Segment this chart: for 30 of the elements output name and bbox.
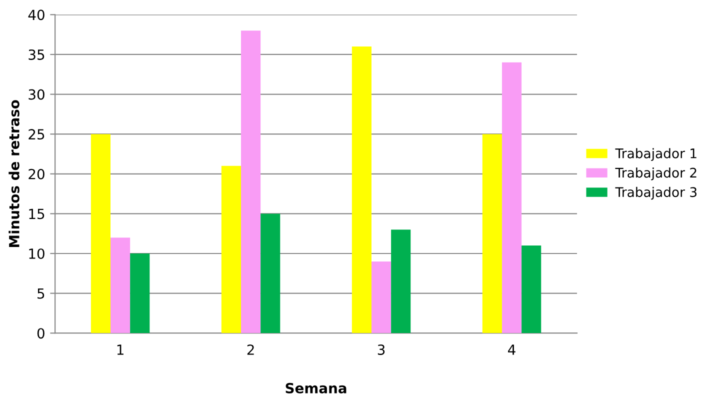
legend-label: Trabajador 3 — [615, 186, 697, 200]
bar — [371, 261, 392, 334]
y-tick-label: 25 — [28, 129, 44, 140]
y-tick-label: 10 — [29, 248, 44, 259]
legend-label: Trabajador 1 — [615, 148, 696, 161]
bar — [352, 46, 372, 334]
bar — [482, 134, 502, 334]
x-axis-title: Semana — [286, 382, 346, 394]
bar — [90, 134, 111, 334]
bar — [260, 214, 280, 334]
y-tick-label: 15 — [29, 208, 44, 220]
bar — [241, 30, 261, 334]
y-axis-title: Minutos de retraso — [8, 100, 20, 247]
y-tick-label: 30 — [28, 89, 44, 100]
y-tick-label: 5 — [38, 288, 44, 299]
bar — [130, 253, 150, 334]
x-tick-label: 1 — [117, 344, 124, 355]
x-tick-label: 4 — [508, 344, 516, 355]
bar — [522, 246, 542, 334]
bar — [502, 62, 522, 334]
bar — [110, 238, 130, 334]
y-tick-label: 0 — [37, 328, 44, 339]
x-tick-label: 2 — [247, 344, 254, 355]
bar — [221, 166, 241, 334]
y-tick-label: 40 — [28, 10, 44, 20]
x-tick-label: 3 — [378, 344, 385, 355]
bar — [391, 230, 411, 334]
legend-label: Trabajador 2 — [615, 168, 696, 180]
y-tick-label: 20 — [28, 168, 44, 180]
y-tick-label: 35 — [28, 49, 44, 60]
